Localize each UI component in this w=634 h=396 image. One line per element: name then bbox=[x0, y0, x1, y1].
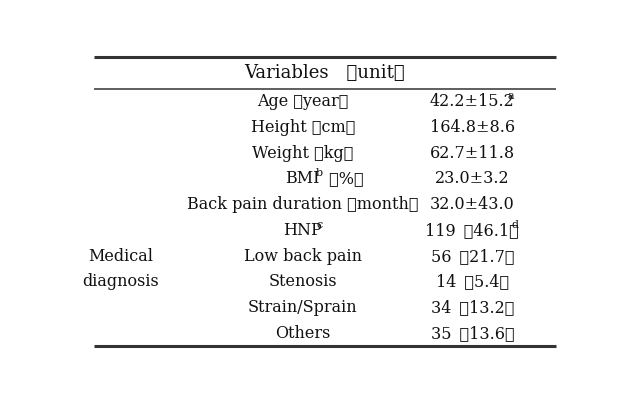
Text: Medical: Medical bbox=[89, 248, 153, 265]
Text: Stenosis: Stenosis bbox=[269, 273, 337, 290]
Text: 62.7±11.8: 62.7±11.8 bbox=[430, 145, 515, 162]
Text: Variables （unit）: Variables （unit） bbox=[245, 64, 405, 82]
Text: Low back pain: Low back pain bbox=[244, 248, 362, 265]
Text: 14 （5.4）: 14 （5.4） bbox=[436, 273, 509, 290]
Text: Height （cm）: Height （cm） bbox=[250, 119, 355, 136]
Text: Others: Others bbox=[275, 325, 330, 342]
Text: 119 （46.1）: 119 （46.1） bbox=[425, 222, 519, 239]
Text: Back pain duration （month）: Back pain duration （month） bbox=[187, 196, 418, 213]
Text: 35 （13.6）: 35 （13.6） bbox=[430, 325, 514, 342]
Text: BMI: BMI bbox=[285, 170, 320, 187]
Text: Weight （kg）: Weight （kg） bbox=[252, 145, 354, 162]
Text: b: b bbox=[316, 168, 323, 178]
Text: （%）: （%） bbox=[324, 170, 363, 187]
Text: 32.0±43.0: 32.0±43.0 bbox=[430, 196, 515, 213]
Text: HNP: HNP bbox=[283, 222, 322, 239]
Text: 23.0±3.2: 23.0±3.2 bbox=[435, 170, 510, 187]
Text: 164.8±8.6: 164.8±8.6 bbox=[430, 119, 515, 136]
Text: Age （year）: Age （year） bbox=[257, 93, 349, 110]
Text: Strain/Sprain: Strain/Sprain bbox=[248, 299, 358, 316]
Text: 56 （21.7）: 56 （21.7） bbox=[430, 248, 514, 265]
Text: 34 （13.2）: 34 （13.2） bbox=[430, 299, 514, 316]
Text: a: a bbox=[507, 91, 514, 101]
Text: d: d bbox=[511, 220, 518, 230]
Text: c: c bbox=[316, 220, 322, 230]
Text: 42.2±15.2: 42.2±15.2 bbox=[430, 93, 515, 110]
Text: diagnosis: diagnosis bbox=[82, 273, 159, 290]
